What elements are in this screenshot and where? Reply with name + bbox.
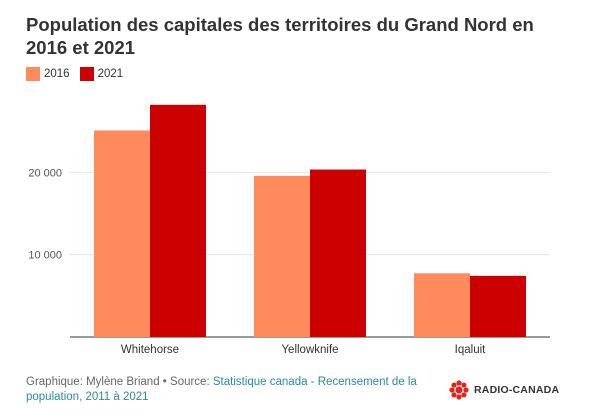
chart-footer: Graphique: Mylène Briand • Source: Stati… xyxy=(26,375,446,405)
bar-iqaluit-2016 xyxy=(414,273,470,337)
chart-legend: 2016 2021 xyxy=(26,67,133,81)
radio-canada-gem-icon xyxy=(449,380,469,400)
legend-swatch-2021 xyxy=(79,67,94,81)
legend-item-2021: 2021 xyxy=(79,67,124,81)
legend-swatch-2016 xyxy=(26,67,40,81)
footer-credit: Graphique: Mylène Briand • Source: xyxy=(26,376,213,388)
legend-item-2016: 2016 xyxy=(26,67,70,81)
radio-canada-logo: RADIO-CANADA xyxy=(448,379,559,401)
legend-label-2021: 2021 xyxy=(97,68,124,80)
logo-text: RADIO-CANADA xyxy=(474,384,560,396)
footer-source-link[interactable]: Statistique canada - Recensement de la p… xyxy=(26,376,417,403)
y-tick-label: 20 000 xyxy=(28,167,62,179)
bar-chart: 10 000 20 000 Whitehorse Yellowknife Iqaluit xyxy=(28,104,550,356)
bar-iqaluit-2021 xyxy=(470,275,526,337)
chart-title: Population des capitales des territoires… xyxy=(26,14,534,58)
bar-yellowknife-2016 xyxy=(254,175,310,337)
x-tick-label: Yellowknife xyxy=(281,344,338,356)
x-tick-label: Whitehorse xyxy=(121,344,179,356)
bar-whitehorse-2016 xyxy=(94,130,150,337)
bar-whitehorse-2021 xyxy=(150,104,206,337)
bar-yellowknife-2021 xyxy=(310,169,366,337)
y-tick-label: 10 000 xyxy=(28,250,62,262)
x-tick-label: Iqaluit xyxy=(455,344,486,356)
legend-label-2016: 2016 xyxy=(44,68,70,80)
